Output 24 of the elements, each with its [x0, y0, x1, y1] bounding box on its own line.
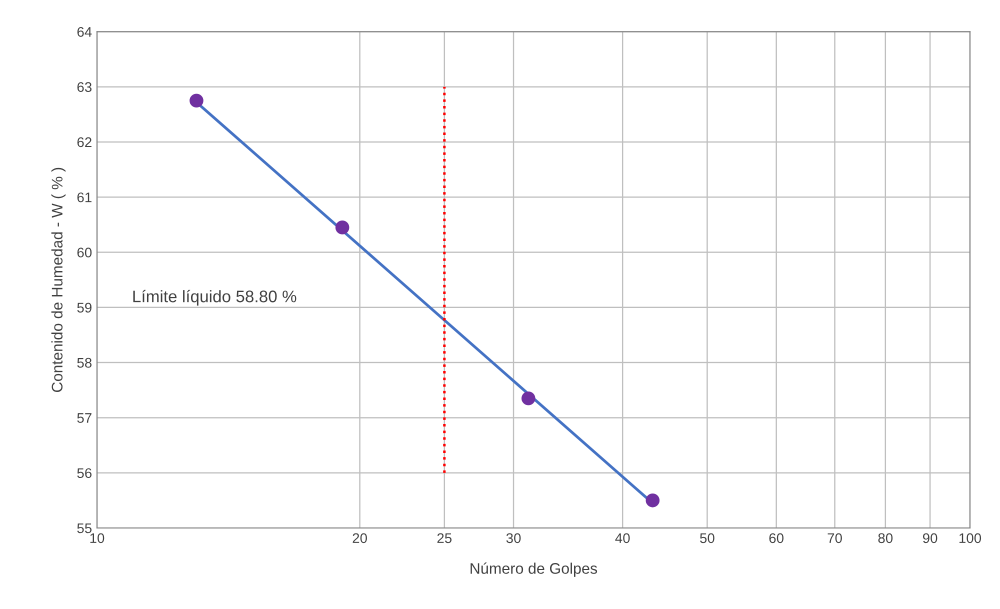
x-tick-label: 50: [700, 533, 714, 544]
y-tick-label: 55: [77, 523, 92, 534]
y-tick-label: 62: [77, 137, 92, 148]
x-tick-label: 40: [615, 533, 630, 544]
x-tick-label: 90: [922, 533, 938, 544]
y-axis-title: Contenido de Humedad - W ( % ): [51, 168, 66, 392]
x-tick-label: 60: [769, 533, 784, 544]
y-tick-label: 60: [77, 248, 92, 258]
y-tick-label: 59: [77, 302, 92, 313]
x-tick-label: 20: [352, 533, 367, 544]
x-tick-label: 10: [90, 533, 104, 544]
x-axis-title: Número de Golpes: [470, 562, 598, 577]
y-tick-label: 58: [77, 358, 92, 368]
x-tick-label: 25: [437, 533, 452, 544]
y-tick-label: 64: [77, 27, 92, 37]
y-tick-label: 63: [77, 82, 92, 92]
x-tick-label: 80: [878, 533, 893, 544]
y-tick-label: 61: [77, 192, 92, 202]
annotation: Límite líquido 58.80 %: [133, 290, 296, 306]
x-tick-label: 30: [506, 533, 521, 544]
y-tick-label: 57: [77, 413, 92, 423]
y-tick-label: 56: [77, 468, 92, 478]
x-tick-label: 70: [828, 533, 842, 544]
x-tick-label: 100: [959, 533, 982, 544]
